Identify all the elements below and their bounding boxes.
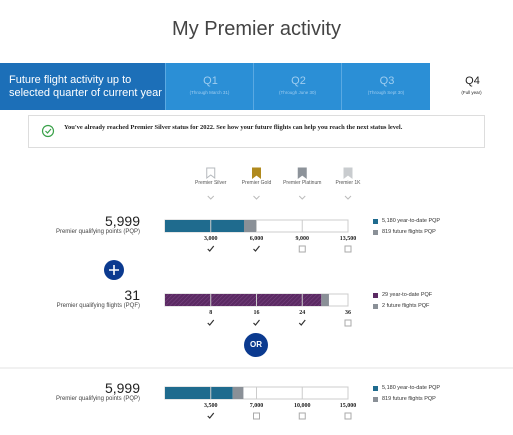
tick-label: 8	[209, 310, 213, 316]
check	[253, 245, 260, 252]
tier-icon	[297, 167, 307, 179]
checkbox	[344, 319, 352, 327]
bar-segment	[321, 294, 329, 306]
check	[253, 319, 260, 326]
bar-segment	[165, 294, 322, 306]
quarter-tab[interactable]: Q3 (Through Sept 30)	[341, 63, 430, 110]
checkbox	[253, 412, 260, 420]
legend-swatch	[373, 386, 378, 391]
bar-segment	[243, 220, 257, 232]
quarter-tab[interactable]: Q1 (Through March 31)	[165, 63, 253, 110]
check	[207, 245, 215, 252]
quarter-label: Q4	[465, 75, 480, 87]
notice: You've already reached Premier Silver st…	[28, 115, 485, 148]
check-icon	[41, 124, 55, 138]
tick-label: 10,000	[294, 403, 311, 409]
tier-icon	[252, 167, 261, 179]
tick-label: 9,000	[295, 236, 310, 242]
plus-icon	[109, 265, 119, 275]
checkbox	[344, 412, 352, 420]
tier-label: Premier 1K	[335, 180, 361, 186]
check	[207, 319, 215, 326]
total-label: Premier qualifying flights (PQF)	[56, 303, 140, 309]
tick-label: 24	[299, 310, 306, 316]
legend-label: 819 future flights PQP	[382, 396, 436, 402]
or-badge: OR	[244, 333, 268, 357]
tab-intro: Future flight activity up to selected qu…	[0, 63, 165, 110]
bar-segment	[165, 220, 244, 232]
total-label: Premier qualifying points (PQP)	[55, 229, 140, 235]
total-value: 31	[124, 287, 140, 303]
total-value: 5,999	[104, 213, 140, 229]
tick-label: 16	[253, 310, 260, 316]
bar-segment	[232, 387, 244, 399]
quarter-tab[interactable]: Q2 (Through June 30)	[253, 63, 341, 110]
total-value: 5,999	[104, 380, 140, 396]
chevron	[344, 195, 352, 200]
tick-label: 3,500	[204, 403, 218, 409]
quarter-tab[interactable]: Q4 (Full year)	[430, 63, 513, 110]
legend-label: 29 year-to-date PQF	[382, 292, 433, 298]
total-label: Premier qualifying points (PQP)	[55, 396, 140, 402]
tier-label: Premier Platinum	[283, 180, 322, 186]
checkbox	[298, 245, 306, 253]
legend-label: 819 future flights PQP	[382, 229, 436, 235]
legend-swatch	[373, 230, 378, 235]
tick-label: 6,000	[249, 236, 264, 242]
legend-label: 5,180 year-to-date PQP	[382, 385, 441, 391]
quarter-sub: (Through Sept 30)	[367, 90, 405, 95]
tier-label: Premier Gold	[241, 180, 272, 186]
legend-label: 5,180 year-to-date PQP	[382, 218, 441, 224]
legend-swatch	[373, 397, 378, 402]
quarter-label: Q1	[203, 75, 218, 87]
quarter-label: Q2	[291, 75, 306, 87]
tick-label: 7,000	[249, 403, 264, 409]
tick-label: 3,000	[204, 236, 218, 242]
checkbox	[344, 245, 352, 253]
chevron	[298, 195, 306, 200]
page-title: My Premier activity	[172, 18, 341, 40]
legend-swatch	[373, 219, 378, 224]
tier-label: Premier Silver	[195, 180, 227, 186]
quarter-sub: (Through March 31)	[189, 90, 230, 95]
check	[207, 412, 215, 419]
quarter-label: Q3	[379, 75, 395, 87]
legend-label: 2 future flights PQF	[382, 303, 430, 309]
chevron	[253, 195, 260, 200]
chevron	[207, 195, 215, 200]
tier-icon	[206, 167, 216, 179]
tick-label: 36	[345, 310, 351, 316]
bar-segment	[165, 387, 233, 399]
legend-swatch	[373, 293, 378, 298]
check	[298, 319, 306, 326]
quarter-sub: (Full year)	[461, 90, 482, 95]
check-icon	[45, 128, 52, 134]
tick-label: 13,500	[339, 236, 357, 242]
quarter-sub: (Through June 30)	[278, 90, 317, 95]
tier-icon	[343, 167, 353, 179]
checkbox	[298, 412, 306, 420]
legend-swatch	[373, 304, 378, 309]
tick-label: 15,000	[339, 403, 357, 409]
